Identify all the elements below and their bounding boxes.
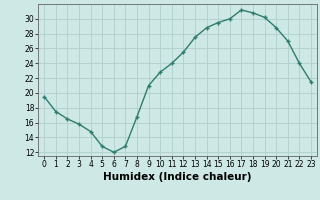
X-axis label: Humidex (Indice chaleur): Humidex (Indice chaleur) (103, 172, 252, 182)
